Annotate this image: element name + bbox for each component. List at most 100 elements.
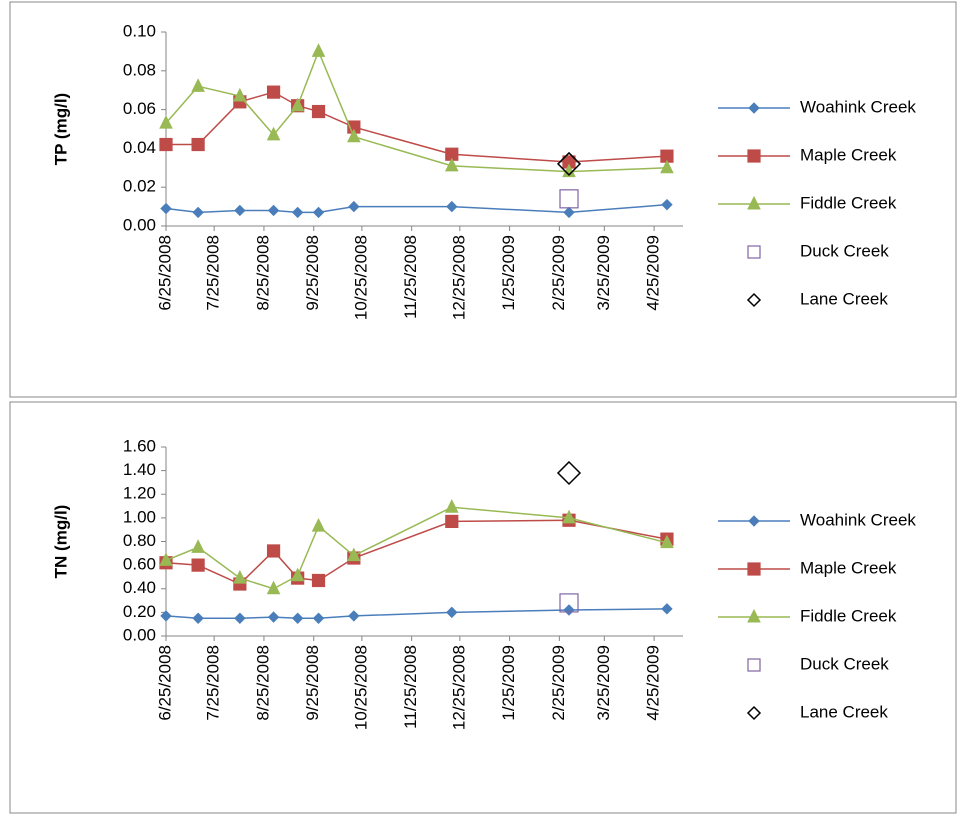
y-tick-label: 0.20 [123, 602, 156, 621]
series-line [166, 91, 667, 163]
chart-frame [9, 1, 957, 398]
legend-label: Lane Creek [800, 702, 888, 721]
marker [266, 126, 281, 141]
marker [660, 159, 674, 174]
y-axis-title: TP (mg/l) [51, 93, 70, 165]
x-tick-label: 4/25/2009 [644, 235, 663, 311]
marker [311, 573, 326, 588]
legend-label: Fiddle Creek [800, 193, 897, 212]
series-line [165, 506, 668, 590]
y-tick-label: 0.40 [123, 578, 156, 597]
series-line [165, 49, 667, 173]
chart-frame [9, 401, 957, 814]
y-tick-label: 0.80 [123, 531, 156, 550]
marker [661, 198, 673, 211]
marker [562, 509, 576, 524]
marker [233, 570, 247, 584]
marker [348, 200, 360, 213]
marker [160, 202, 172, 215]
legend-label: Fiddle Creek [800, 606, 897, 625]
x-tick-label: 11/25/2008 [401, 235, 420, 319]
legend-label: Maple Creek [800, 558, 897, 577]
marker [191, 539, 205, 553]
marker [661, 603, 673, 615]
x-tick-label: 11/25/2008 [401, 645, 420, 729]
legend-marker [748, 515, 760, 527]
x-tick-label: 3/25/2009 [594, 235, 613, 311]
y-tick-label: 0.06 [123, 99, 156, 118]
marker [291, 206, 304, 219]
series-line [165, 519, 668, 585]
y-tick-label: 1.20 [123, 484, 156, 503]
marker [556, 151, 582, 176]
legend-marker [746, 292, 762, 308]
marker [563, 206, 575, 219]
marker [347, 128, 361, 143]
x-tick-label: 12/25/2008 [449, 235, 468, 320]
y-tick-label: 0.08 [123, 60, 156, 79]
marker [160, 610, 172, 622]
marker [267, 204, 280, 217]
marker [290, 97, 305, 112]
legend-marker [747, 195, 761, 210]
x-tick-label: 3/25/2009 [594, 645, 613, 721]
x-tick-label: 9/25/2008 [303, 645, 322, 721]
marker [233, 87, 247, 102]
marker [234, 204, 246, 217]
x-tick-label: 2/25/2009 [549, 645, 568, 721]
legend-marker [747, 608, 761, 623]
legend-label: Lane Creek [800, 289, 888, 308]
y-tick-label: 0.00 [123, 625, 156, 644]
y-tick-label: 0.00 [123, 215, 156, 234]
marker [159, 137, 173, 152]
marker [311, 43, 326, 57]
marker [266, 85, 281, 99]
marker [444, 499, 459, 513]
marker [159, 552, 173, 566]
marker [446, 606, 458, 619]
marker [191, 558, 205, 572]
marker [266, 544, 281, 558]
marker [291, 612, 304, 624]
marker [348, 610, 360, 622]
marker [159, 115, 173, 129]
marker [446, 200, 458, 213]
legend-label: Duck Creek [800, 654, 889, 673]
legend-label: Duck Creek [800, 241, 889, 260]
y-axis-title: TN (mg/l) [51, 505, 70, 579]
legend-label: Maple Creek [800, 145, 897, 164]
legend-marker [746, 705, 762, 721]
x-tick-label: 10/25/2008 [351, 235, 370, 320]
y-tick-label: 1.00 [123, 507, 156, 526]
y-tick-label: 0.60 [123, 555, 156, 574]
marker [192, 206, 204, 219]
x-tick-label: 8/25/2008 [253, 645, 272, 721]
x-tick-label: 2/25/2009 [549, 235, 568, 311]
x-tick-label: 6/25/2008 [155, 645, 174, 721]
marker [559, 189, 579, 209]
marker [192, 612, 204, 624]
marker [234, 612, 246, 624]
marker [444, 157, 459, 172]
marker [267, 611, 280, 623]
x-tick-label: 9/25/2008 [303, 235, 322, 311]
legend-marker [747, 562, 761, 576]
marker [311, 104, 326, 119]
marker [445, 514, 459, 529]
marker [312, 206, 325, 219]
marker [191, 137, 205, 152]
marker [312, 612, 325, 624]
legend-label: Woahink Creek [800, 510, 916, 529]
x-tick-label: 12/25/2008 [449, 645, 468, 730]
marker [563, 604, 575, 616]
x-tick-label: 4/25/2009 [644, 645, 663, 721]
x-tick-label: 7/25/2008 [204, 645, 223, 721]
legend-marker [747, 149, 761, 163]
marker [559, 593, 579, 613]
legend-label: Woahink Creek [800, 97, 916, 116]
marker [660, 534, 674, 549]
x-tick-label: 7/25/2008 [204, 235, 223, 311]
x-tick-label: 1/25/2009 [499, 645, 518, 721]
marker [311, 518, 326, 532]
